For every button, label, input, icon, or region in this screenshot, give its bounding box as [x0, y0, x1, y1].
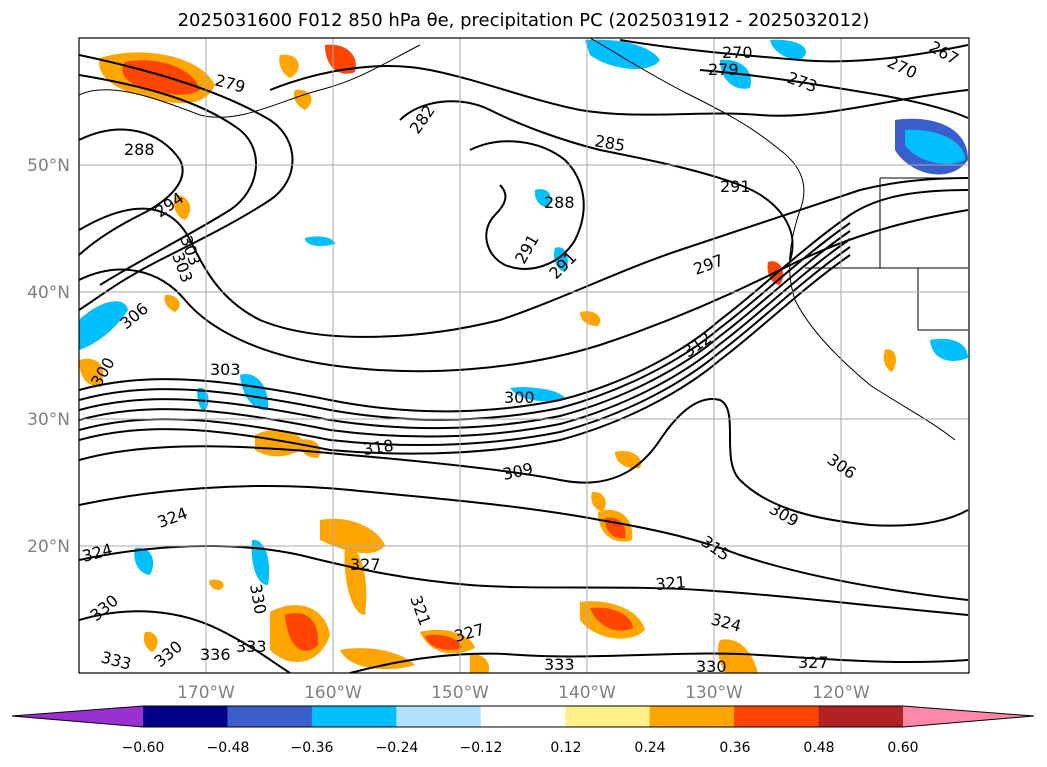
contour-label: 279	[708, 60, 739, 79]
lon-label: 150°W	[431, 683, 489, 703]
precip-blob	[173, 195, 191, 220]
precip-blob	[425, 634, 462, 650]
precip-blob	[79, 301, 128, 350]
contour-label: 330	[696, 657, 727, 676]
precip-blob	[591, 491, 606, 512]
lon-label: 160°W	[304, 683, 362, 703]
lon-label: 120°W	[812, 683, 870, 703]
precip-blob	[164, 294, 180, 312]
precip-blob	[590, 607, 633, 631]
precip-blob	[285, 613, 319, 651]
lat-label: 40°N	[27, 283, 70, 303]
precip-blob	[580, 311, 601, 326]
contour-label: 327	[798, 653, 829, 672]
precip-blob	[122, 60, 200, 95]
precip-blob	[279, 54, 299, 78]
contour-label: 288	[544, 193, 575, 212]
lat-label: 20°N	[27, 537, 70, 557]
precip-blob	[209, 579, 224, 590]
precip-blob	[251, 539, 270, 585]
precip-blob	[883, 349, 896, 372]
precip-blob	[770, 39, 806, 60]
precip-blob	[143, 631, 158, 652]
contour-label: 300	[504, 388, 535, 407]
gridlines	[79, 38, 969, 673]
precip-blob	[470, 654, 490, 673]
precip-blob	[534, 189, 551, 208]
lon-label: 170°W	[177, 683, 235, 703]
contour-label: 321	[655, 572, 687, 594]
precip-blob	[305, 236, 335, 246]
figure-title: 2025031600 F012 850 hPa θe, precipitatio…	[177, 10, 870, 31]
precip-blob	[930, 338, 968, 361]
lat-label: 50°N	[27, 156, 70, 176]
precip-blob	[79, 358, 104, 386]
contour-label: 288	[124, 140, 155, 159]
lon-label: 130°W	[685, 683, 743, 703]
precip-blob	[615, 450, 641, 469]
plot-frame	[78, 37, 970, 674]
contour-label: 333	[236, 637, 267, 656]
contour-label: 318	[362, 436, 395, 459]
contour-label: 291	[720, 177, 751, 196]
contour-label: 336	[200, 645, 231, 664]
contour-labels: 270 270 279 279 273 267 282 285 288 288 …	[80, 37, 962, 676]
precip-blob	[293, 89, 312, 110]
lon-label: 140°W	[558, 683, 616, 703]
lat-label: 30°N	[27, 410, 70, 430]
precip-blob	[340, 648, 415, 670]
precip-blob	[320, 518, 385, 554]
precip-blob	[717, 639, 758, 673]
precip-blob	[299, 439, 321, 458]
contour-label: 333	[544, 655, 575, 674]
precip-blob	[510, 387, 565, 402]
contour-label: 270	[722, 43, 753, 62]
precip-blob	[585, 39, 660, 70]
theta-e-contours	[79, 39, 969, 673]
contour-label: 327	[350, 555, 381, 574]
contour-label: 303	[210, 360, 241, 379]
precip-blob	[240, 374, 269, 411]
precip-blob	[134, 547, 154, 575]
precip-blob	[905, 129, 965, 165]
precip-blob	[344, 545, 367, 615]
